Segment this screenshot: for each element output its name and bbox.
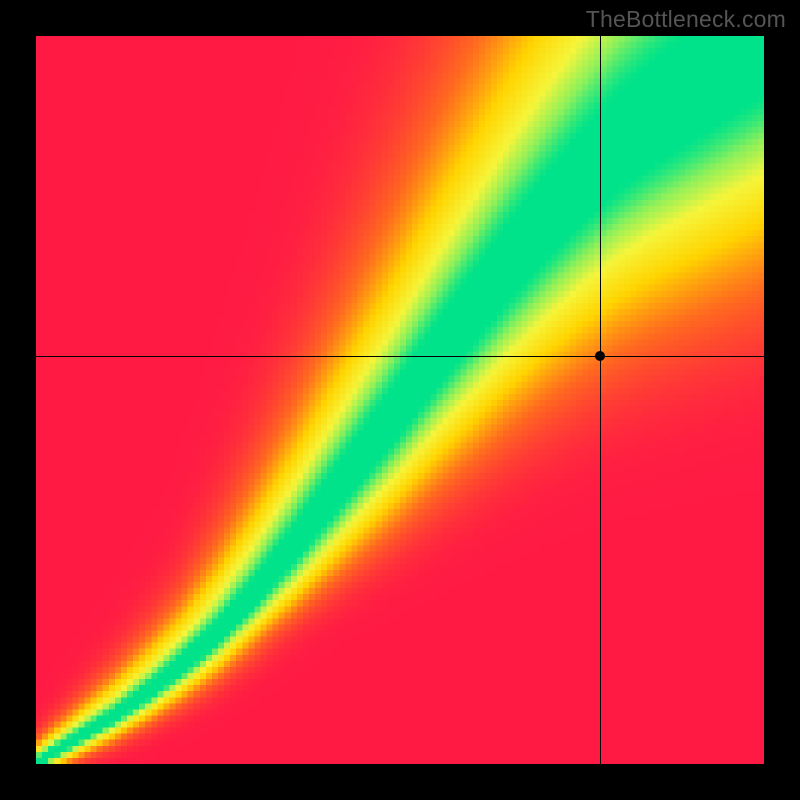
chart-container: TheBottleneck.com	[0, 0, 800, 800]
crosshair-vertical	[600, 36, 601, 764]
bottleneck-heatmap	[36, 36, 764, 764]
crosshair-horizontal	[36, 356, 764, 357]
watermark-text: TheBottleneck.com	[586, 6, 786, 33]
